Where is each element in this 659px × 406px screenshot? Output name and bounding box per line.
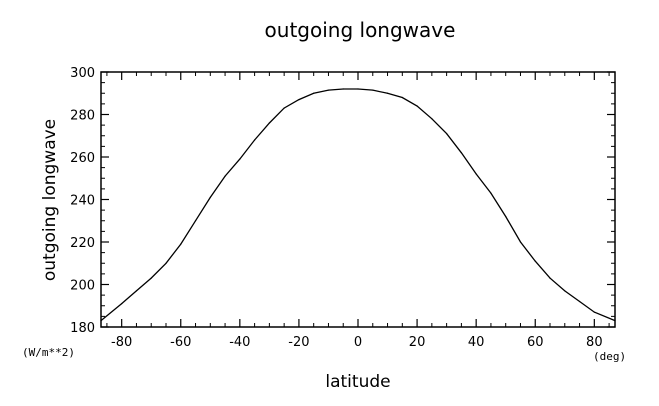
data-point — [431, 118, 433, 120]
data-point — [401, 96, 403, 99]
data-point — [357, 88, 359, 90]
data-point — [254, 139, 256, 141]
data-point — [446, 133, 448, 135]
x-tick-label: 20 — [409, 335, 426, 350]
x-tick-label: -60 — [170, 335, 191, 350]
data-point — [135, 290, 138, 292]
data-point — [150, 277, 152, 279]
data-point — [327, 89, 330, 91]
y-tick-label: 240 — [70, 194, 95, 209]
x-tick-label: -80 — [111, 335, 132, 350]
y-tick-label: 300 — [70, 66, 95, 81]
data-point — [342, 88, 344, 90]
data-point — [100, 320, 102, 322]
data-point — [298, 99, 300, 101]
data-point — [180, 243, 182, 245]
y-tick-label: 260 — [70, 151, 95, 166]
y-tick-label: 180 — [70, 321, 95, 336]
x-tick-label: 40 — [468, 335, 485, 350]
y-axis-label: outgoing longwave — [40, 119, 60, 281]
data-point — [534, 260, 536, 262]
data-point — [268, 122, 270, 124]
series-line — [100, 88, 616, 322]
data-point — [239, 158, 241, 160]
data-point — [549, 277, 551, 279]
data-point — [490, 192, 492, 194]
data-point — [614, 320, 616, 322]
ticks-layer: -80 -60 -40 -20 0 20 40 60 80 180 200 220 240 260 280 3… — [70, 66, 615, 350]
data-point — [224, 175, 226, 177]
points-layer — [100, 88, 616, 322]
x-tick-label: 60 — [527, 335, 544, 350]
data-point — [460, 152, 462, 154]
data-point — [194, 220, 197, 222]
y-tick-label: 280 — [70, 109, 95, 124]
y-unit-label: (W/m**2) — [22, 346, 75, 359]
data-point — [564, 290, 566, 292]
data-point — [386, 92, 389, 94]
data-point — [313, 92, 315, 94]
data-point — [578, 300, 581, 303]
data-point — [372, 89, 374, 91]
data-point — [475, 173, 477, 175]
x-tick-label: 80 — [586, 335, 603, 350]
x-tick-label: -40 — [229, 335, 250, 350]
data-point — [121, 303, 123, 305]
data-point — [283, 107, 285, 109]
chart-title: outgoing longwave — [265, 18, 456, 42]
x-tick-label: -20 — [288, 335, 309, 350]
plot-frame — [100, 71, 616, 328]
data-point — [416, 105, 418, 107]
data-point — [519, 241, 522, 243]
data-point — [593, 311, 595, 313]
data-point — [209, 196, 211, 198]
data-point — [505, 215, 507, 218]
x-unit-label: (deg) — [593, 350, 626, 363]
data-point — [165, 262, 167, 264]
x-tick-label: 0 — [354, 335, 362, 350]
x-axis-label: latitude — [325, 372, 390, 392]
y-tick-label: 220 — [70, 236, 95, 251]
y-tick-label: 200 — [70, 279, 95, 294]
